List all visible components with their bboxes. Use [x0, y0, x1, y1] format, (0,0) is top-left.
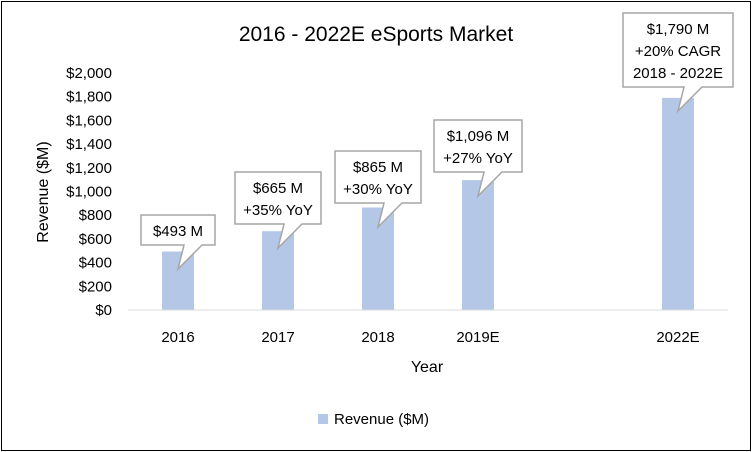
bars-group [162, 97, 694, 310]
y-tick-label: $1,200 [66, 160, 112, 177]
y-tick-label: $1,400 [66, 136, 112, 153]
bar [462, 180, 494, 310]
callout-text: 2018 - 2022E [633, 65, 723, 82]
bar [162, 251, 194, 310]
callout-text: +27% YoY [443, 150, 513, 167]
callout-box [622, 12, 734, 114]
y-tick-label: $0 [95, 302, 112, 319]
callout-text: $1,790 M [647, 21, 710, 38]
x-tick-label: 2018 [361, 329, 394, 346]
x-tick-label: 2017 [261, 329, 294, 346]
x-tick-label: 2019E [456, 329, 499, 346]
y-tick-label: $1,600 [66, 112, 112, 129]
legend-swatch [318, 414, 328, 424]
y-tick-label: $2,000 [66, 65, 112, 82]
callout-text: +35% YoY [243, 202, 313, 219]
y-tick-label: $800 [79, 207, 112, 224]
y-tick-labels: $0 $200 $400 $600 $800 $1,000 $1,200 $1,400 $1,6… [66, 65, 112, 319]
callout-text: $865 M [353, 159, 403, 176]
bar [362, 207, 394, 310]
legend: Revenue ($M) [318, 411, 429, 428]
callout-box [433, 119, 523, 199]
x-tick-labels: 2016 2017 2018 2019E 2022E [161, 329, 699, 346]
legend-label: Revenue ($M) [334, 411, 429, 428]
callout-text: $493 M [153, 223, 203, 240]
data-callouts: $493 M $665 M +35% YoY $865 M +30% YoY $1,096… [140, 12, 734, 272]
chart-title: 2016 - 2022E eSports Market [239, 23, 513, 46]
y-tick-label: $1,800 [66, 89, 112, 106]
callout-text: +30% YoY [343, 181, 413, 198]
callout-text: $1,096 M [447, 128, 510, 145]
callout-text: $665 M [253, 180, 303, 197]
x-axis-label: Year [411, 359, 444, 376]
x-tick-label: 2016 [161, 329, 194, 346]
y-tick-label: $200 [79, 278, 112, 295]
callout-box [234, 171, 322, 251]
callout-text: +20% CAGR [635, 43, 721, 60]
y-tick-label: $1,000 [66, 184, 112, 201]
callout-box [334, 150, 422, 230]
y-tick-label: $400 [79, 255, 112, 272]
bar [262, 231, 294, 310]
x-tick-label: 2022E [656, 329, 699, 346]
callout-box [140, 214, 216, 272]
bar [662, 97, 694, 310]
y-tick-label: $600 [79, 231, 112, 248]
y-axis-label: Revenue ($M) [35, 141, 52, 242]
